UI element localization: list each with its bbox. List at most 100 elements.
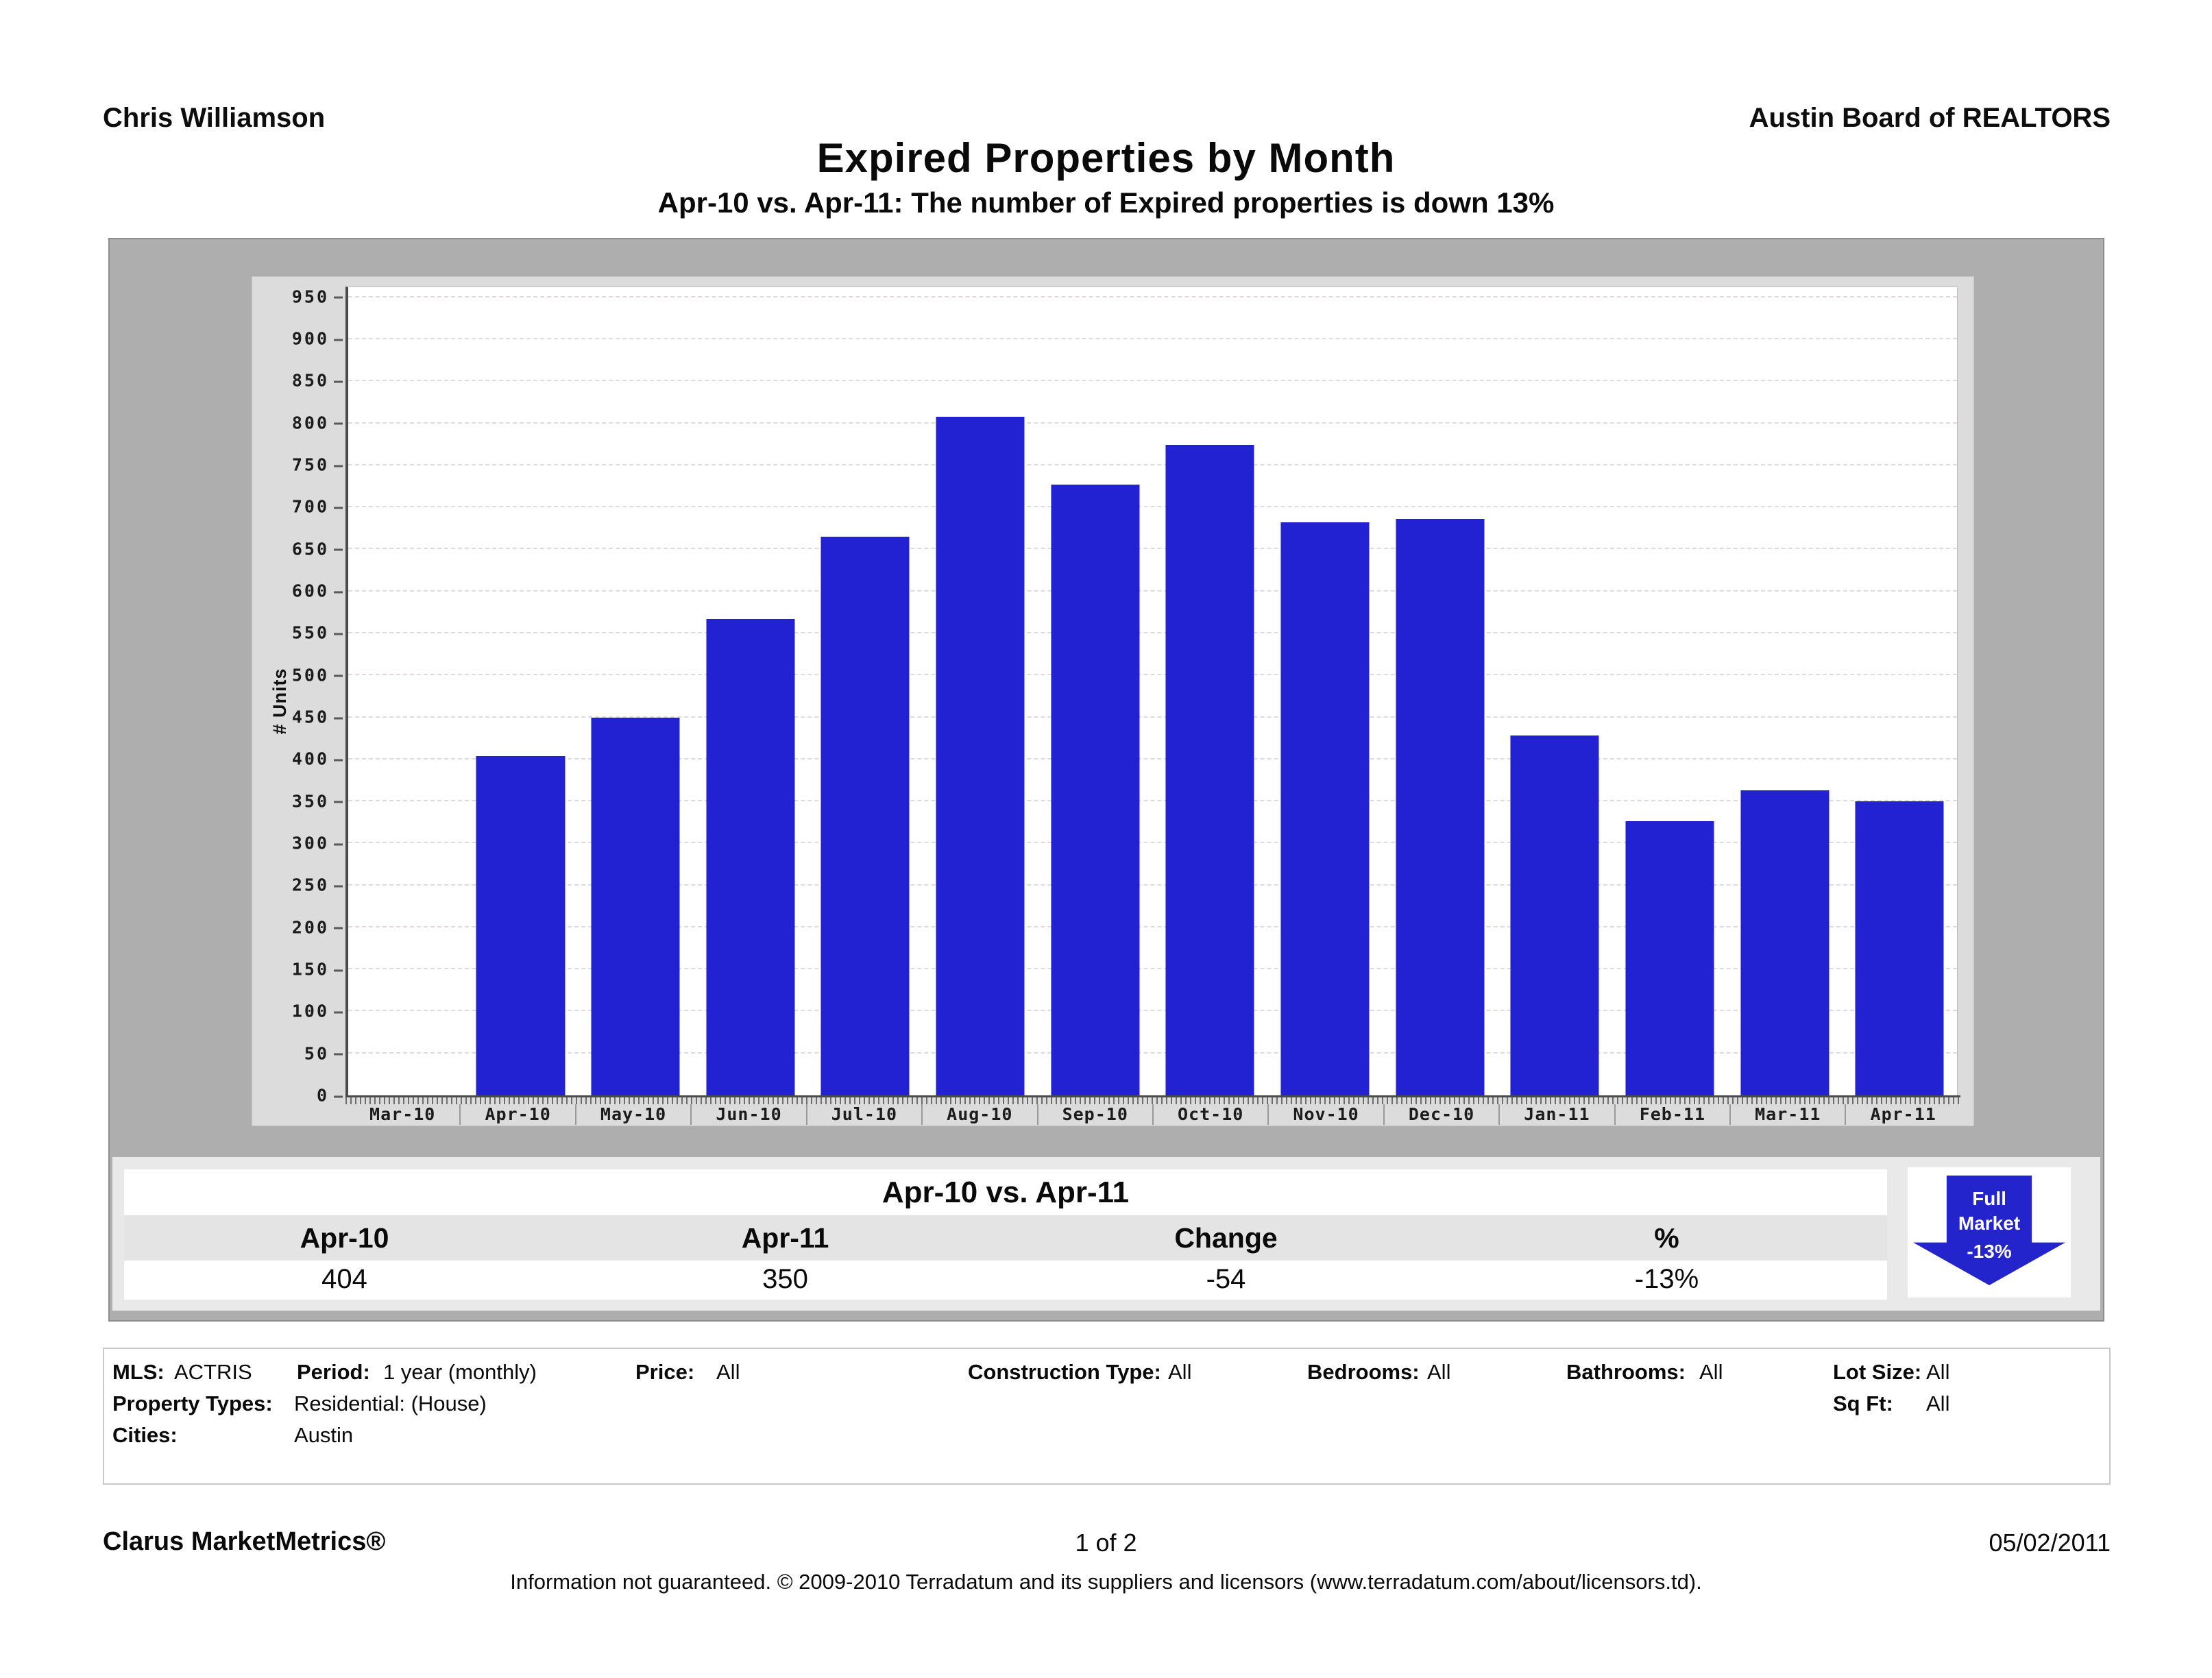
summary-col-header: Apr-11 [741,1222,829,1254]
bar-slot-Feb-11 [1612,287,1727,1095]
y-tick-750: 750 [292,455,343,475]
criteria-value: All [716,1360,740,1384]
criteria-label: Period: [297,1360,370,1384]
bar-slot-Dec-10 [1383,287,1498,1095]
summary-header-row: Apr-10 Apr-11 Change % [124,1215,1887,1261]
criteria-value: Austin [294,1423,354,1447]
summary-title: Apr-10 vs. Apr-11 [124,1169,1887,1215]
y-tick-500: 500 [292,665,343,685]
bar-Dec-10 [1396,519,1485,1095]
bar-Aug-10 [936,416,1025,1095]
criteria-label: MLS: [112,1360,165,1384]
x-tick-Nov-10: Nov-10 [1267,1104,1383,1125]
y-tick-300: 300 [292,834,343,853]
y-tick-mark [334,1095,343,1097]
bar-slot-Apr-10 [463,287,579,1095]
criteria-label: Bathrooms: [1566,1360,1686,1384]
badge-line1: Full [1972,1188,2006,1209]
y-tick-mark [334,548,343,551]
y-tick-150: 150 [292,960,343,980]
criteria-row: Cities: Austin [104,1423,2109,1450]
criteria-label: Lot Size: [1833,1360,1922,1384]
disclaimer: Information not guaranteed. © 2009-2010 … [510,1570,1702,1594]
gridline-850 [348,380,1957,382]
criteria-value: All [1926,1391,1950,1415]
criteria-label: Bedrooms: [1307,1360,1420,1384]
gridline-750 [348,463,1957,465]
x-tick-May-10: May-10 [574,1104,690,1125]
criteria-row: MLS: ACTRIS Period: 1 year (monthly) Pri… [104,1360,2109,1387]
bar-May-10 [591,717,680,1095]
page-number: 1 of 2 [1075,1529,1137,1557]
bar-slot-Sep-10 [1038,287,1153,1095]
y-tick-mark [334,422,343,425]
x-tick-Mar-11: Mar-11 [1729,1104,1845,1125]
gridline-200 [348,925,1957,927]
criteria-value: All [1168,1360,1192,1384]
summary-col-header: Apr-10 [300,1222,389,1254]
gridline-250 [348,884,1957,886]
bar-slot-Mar-11 [1727,287,1843,1095]
x-tick-Sep-10: Sep-10 [1036,1104,1152,1125]
gridline-800 [348,422,1957,424]
y-tick-450: 450 [292,707,343,727]
y-tick-900: 900 [292,329,343,349]
agent-name: Chris Williamson [103,103,326,133]
page-subtitle: Apr-10 vs. Apr-11: The number of Expired… [657,186,1555,219]
y-tick-mark [334,843,343,846]
summary-col-header: Change [1174,1222,1278,1254]
full-market-badge-panel: Full Market -13% [1908,1167,2071,1298]
chart-container: # Units 0 50 100 150 200 250 300 350 400 450 500 55… [108,238,2104,1322]
bar-Jul-10 [821,537,910,1095]
x-tick-Oct-10: Oct-10 [1152,1104,1267,1125]
x-tick-Jun-10: Jun-10 [690,1104,805,1125]
y-tick-mark [334,339,343,341]
criteria-value: ACTRIS [174,1360,252,1384]
bars-layer [348,287,1957,1095]
plot-area [345,287,1958,1095]
summary-value: 404 [321,1264,367,1294]
gridline-550 [348,631,1957,633]
board-name: Austin Board of REALTORS [1749,103,2111,133]
gridline-600 [348,589,1957,592]
summary-value: -54 [1206,1264,1246,1294]
gridline-650 [348,548,1957,550]
y-tick-600: 600 [292,581,343,601]
criteria-box: MLS: ACTRIS Period: 1 year (monthly) Pri… [103,1348,2111,1485]
y-tick-mark [334,759,343,762]
bar-slot-Mar-10 [348,287,463,1095]
y-tick-mark [334,633,343,635]
y-tick-350: 350 [292,791,343,811]
y-tick-mark [334,1011,343,1014]
y-tick-mark [334,801,343,803]
bar-slot-Jul-10 [808,287,923,1095]
gridline-150 [348,968,1957,970]
report-date: 05/02/2011 [1989,1529,2111,1557]
y-tick-mark [334,717,343,720]
summary-value: -13% [1634,1264,1699,1294]
page-title: Expired Properties by Month [816,135,1396,181]
y-tick-mark [334,885,343,888]
gridline-950 [348,295,1957,297]
y-tick-mark [334,674,343,677]
y-tick-850: 850 [292,371,343,391]
y-tick-700: 700 [292,497,343,517]
x-tick-Aug-10: Aug-10 [921,1104,1036,1125]
y-tick-250: 250 [292,875,343,895]
gridline-500 [348,674,1957,676]
y-tick-550: 550 [292,623,343,643]
y-tick-mark [334,591,343,594]
x-axis-labels: Mar-10 Apr-10 May-10 Jun-10 Jul-10 Aug-10 Sep-… [345,1104,1960,1125]
y-tick-50: 50 [304,1043,343,1063]
gridline-300 [348,842,1957,844]
chart-panel: # Units 0 50 100 150 200 250 300 350 400 450 500 55… [252,276,1974,1126]
y-tick-0: 0 [317,1086,343,1106]
criteria-value: All [1699,1360,1723,1384]
gridline-700 [348,506,1957,508]
y-tick-mark [334,927,343,929]
gridline-100 [348,1010,1957,1012]
badge-line2: Market [1958,1213,2021,1234]
bar-Jan-11 [1510,735,1599,1095]
summary-band: Apr-10 vs. Apr-11 Apr-10 Apr-11 Change %… [112,1157,2100,1311]
bar-slot-Oct-10 [1152,287,1267,1095]
